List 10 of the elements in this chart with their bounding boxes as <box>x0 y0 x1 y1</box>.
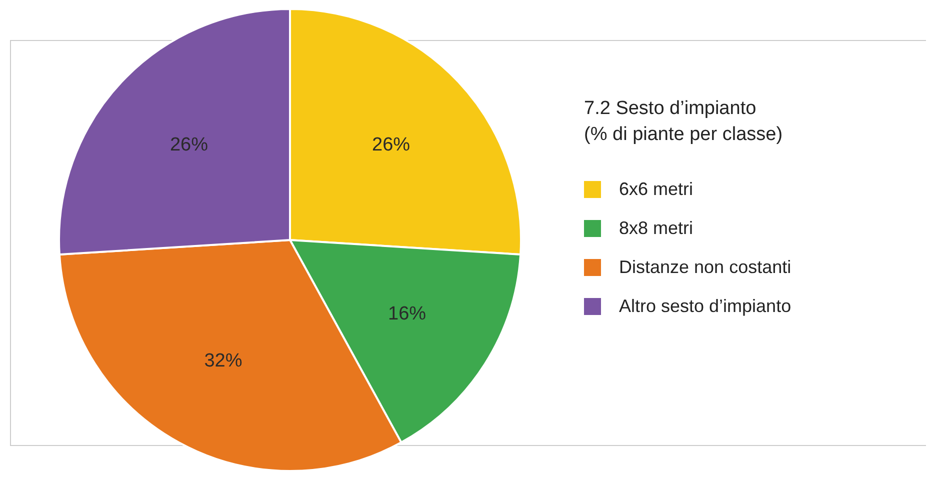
legend-label: 6x6 metri <box>619 179 694 200</box>
legend-label: Distanze non costanti <box>619 257 792 278</box>
data-label: 26% <box>372 134 410 156</box>
legend-label: Altro sesto d’impianto <box>619 296 792 317</box>
data-label: 32% <box>204 350 242 372</box>
text: 7.2 Sesto d’impianto <box>584 97 758 121</box>
text: (% di piante per classe) <box>584 123 784 147</box>
data-label: 26% <box>170 134 208 156</box>
legend-label: 8x8 metri <box>619 218 694 239</box>
data-label: 16% <box>388 304 426 324</box>
